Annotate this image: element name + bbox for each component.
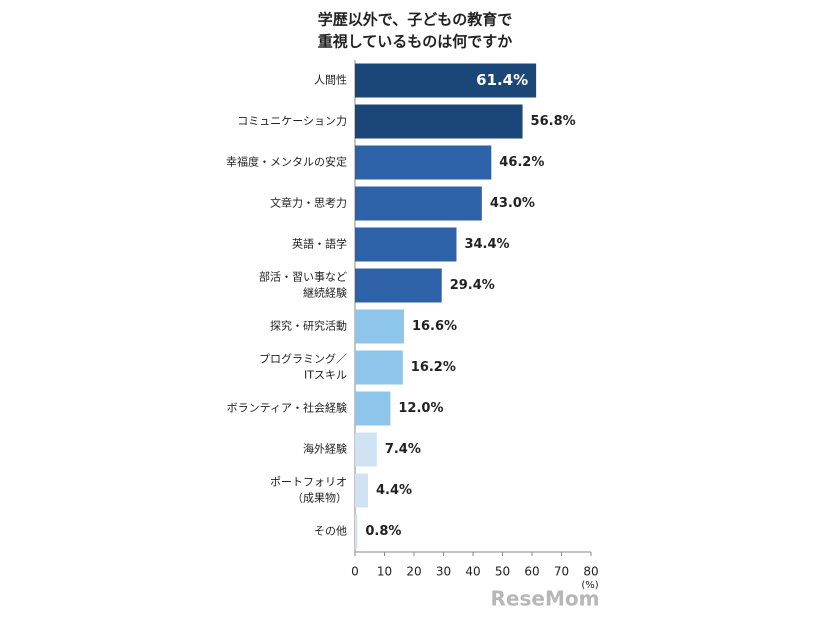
bar	[355, 514, 358, 549]
x-tick-label: 50	[495, 565, 510, 579]
value-label: 46.2%	[499, 155, 544, 170]
value-label: 0.8%	[365, 524, 401, 539]
y-tick-label: 人間性	[314, 73, 347, 87]
watermark: ReseMom	[491, 587, 600, 611]
bar	[355, 350, 403, 385]
y-tick-label: ポートフォリオ（成果物）	[270, 476, 347, 505]
y-tick-label: 海外経験	[303, 442, 347, 456]
chart-title: 学歴以外で、子どもの教育で	[318, 11, 512, 29]
bar	[355, 391, 391, 426]
y-tick-label: その他	[314, 525, 347, 538]
bar	[355, 63, 537, 98]
y-tick-label: 英語・語学	[292, 237, 347, 251]
y-tick-label: 探究・研究活動	[270, 319, 347, 333]
y-tick-label: コミュニケーション力	[237, 115, 347, 128]
x-tick-label: 70	[554, 565, 569, 579]
x-tick-label: 30	[436, 565, 451, 579]
x-tick-label: 0	[351, 565, 359, 579]
value-label: 16.2%	[411, 360, 456, 375]
bar	[355, 432, 377, 467]
bar	[355, 473, 368, 508]
axis-unit: (%)	[581, 580, 598, 591]
chart-title: 重視しているものは何ですか	[318, 33, 513, 51]
x-tick-label: 60	[524, 565, 539, 579]
value-label: 16.6%	[412, 319, 457, 334]
bar	[355, 227, 457, 262]
y-tick-label: ボランティア・社会経験	[227, 401, 347, 415]
x-tick-label: 80	[583, 565, 598, 579]
bar	[355, 145, 492, 180]
bar	[355, 309, 404, 344]
x-tick-label: 40	[465, 565, 480, 579]
y-tick-label: 幸福度・メンタルの安定	[226, 155, 347, 169]
bar	[355, 268, 442, 303]
value-label: 56.8%	[531, 114, 576, 129]
value-label: 29.4%	[450, 278, 495, 293]
x-tick-label: 10	[377, 565, 392, 579]
value-label: 61.4%	[476, 71, 528, 89]
y-tick-label: 文章力・思考力	[270, 196, 347, 210]
value-label: 43.0%	[490, 196, 535, 211]
bar	[355, 186, 482, 221]
x-tick-label: 20	[406, 565, 421, 579]
bar	[355, 104, 523, 139]
value-label: 7.4%	[385, 442, 421, 457]
value-label: 34.4%	[464, 237, 509, 252]
value-label: 4.4%	[376, 483, 412, 498]
y-tick-label: 部活・習い事など継続経験	[259, 270, 347, 300]
value-label: 12.0%	[398, 401, 443, 416]
y-tick-label: プログラミング／ ITスキル	[259, 352, 347, 382]
